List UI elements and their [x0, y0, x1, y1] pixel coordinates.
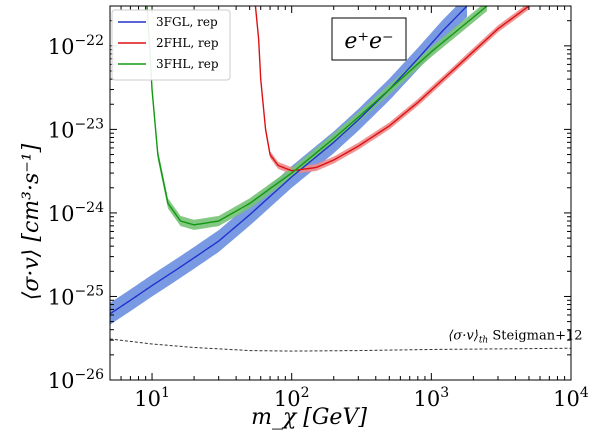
annotation-text: e⁺e⁻	[344, 29, 393, 54]
series-line-1	[254, 6, 530, 172]
x-tick-label-3: 104	[553, 385, 589, 411]
x-axis-label: m_χ [GeV]	[251, 405, 367, 430]
legend-label-1: 2FHL, rep	[156, 36, 219, 50]
y-tick-label-0: 10−26	[48, 367, 104, 393]
x-tick-label-0: 101	[134, 385, 170, 411]
series-line-3	[110, 338, 571, 352]
y-tick-label-4: 10−22	[48, 33, 104, 59]
plot-frame	[109, 5, 572, 381]
legend: 3FGL, rep 2FHL, rep 3FHL, rep	[111, 9, 231, 81]
y-axis-label: ⟨σ·v⟩ [cm³·s⁻¹]	[19, 143, 44, 300]
legend-frame	[111, 9, 231, 81]
y-tick-label-1: 10−25	[48, 283, 104, 309]
series-lines	[110, 6, 571, 352]
x-tick-label-2: 103	[414, 385, 450, 411]
x-tick-label-1: 102	[274, 385, 310, 411]
confidence-bands	[110, 6, 529, 325]
series-band-0	[110, 6, 467, 325]
tick-labels: 101 102 103 104 10−26 10−25 10−24 10−23 10−22	[48, 33, 589, 411]
series-line-0	[110, 6, 468, 315]
series-band-1	[255, 6, 529, 175]
legend-label-2: 3FHL, rep	[156, 57, 219, 71]
y-tick-label-2: 10−24	[48, 200, 104, 226]
reference-line-label: ⟨σ·v⟩th Steigman+12	[448, 328, 582, 345]
y-tick-label-3: 10−23	[48, 116, 104, 142]
series-line-2	[146, 6, 488, 226]
annotation-box: e⁺e⁻	[331, 17, 407, 61]
legend-label-0: 3FGL, rep	[156, 15, 218, 29]
plot-border	[109, 5, 572, 381]
